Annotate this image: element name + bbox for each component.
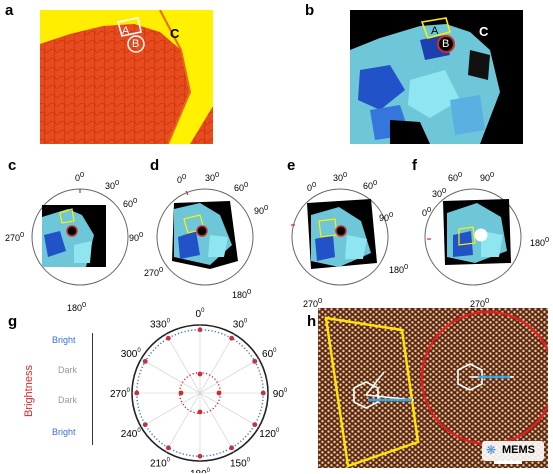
polar-angle-label-240: 2400 [121,428,142,440]
panel-d-label: d [150,157,160,174]
panel-d-image [156,188,254,286]
polar-series-1-point-180 [197,409,203,415]
polar-spoke-60 [199,358,260,394]
panel-e-tick-0: 00 [307,180,317,193]
panel-g-label: g [8,313,18,330]
panel-b-label: b [305,2,315,19]
polar-spoke-30 [199,333,235,394]
polar-angle-label-60: 600 [262,348,277,360]
panel-e-tick-270: 2700 [303,296,323,309]
panel-a-region-c-label: C [170,26,180,41]
polar-chart: 00 300 600 900 1200 1500 1800 2100 2400 2700 3000 3… [110,308,288,473]
panel-a-region-a-label: A [122,25,130,37]
polar-angle-label-210: 2100 [150,457,171,469]
panel-e-label: e [287,157,296,174]
panel-f-tick-90: 900 [480,170,495,183]
polar-angle-label-90: 900 [273,388,288,400]
polar-angle-label-120: 1200 [259,428,280,440]
polar-series-3-ring [178,371,222,415]
panel-c-tick-180: 1800 [67,300,87,313]
panel-d-tick-60: 600 [234,180,249,193]
panel-e-tick-90: 900 [379,210,394,223]
panel-a-region-b-label: B [132,38,140,50]
polar-series-1-point-0 [197,371,203,377]
panel-d-tick-30: 300 [205,170,220,183]
polar-spoke-150 [199,392,235,453]
scale-bar [494,461,522,464]
panel-c-tick-0: 00 [75,170,85,183]
panel-b-region-b-label: B [442,38,450,50]
panel-e-tick-30: 300 [333,170,348,183]
panel-d-tick-0: 00 [177,172,187,185]
panel-f-label: f [412,157,417,174]
panel-c-tick-60: 600 [123,196,138,209]
polar-series-0-point-150 [229,445,235,451]
watermark-text: MEMS [502,444,535,456]
brightness-scale-line [92,333,93,445]
panel-b-image [350,10,523,144]
polar-angle-label-330: 3300 [150,319,171,331]
panel-c-tick-270: 2700 [5,230,25,243]
panel-h-label: h [307,313,317,330]
panel-d-tick-90: 900 [254,203,269,216]
watermark-badge: ❋ MEMS [482,441,544,461]
polar-angle-label-180: 1800 [190,468,211,473]
panel-c-label: c [8,157,17,174]
brightness-level-3: Bright [52,427,76,437]
panel-f-tick-30: 300 [432,186,447,199]
panel-b-region-c-label: C [479,24,489,39]
panel-f-tick-60: 600 [448,170,463,183]
polar-angle-label-0: 00 [196,308,206,320]
brightness-level-1: Dark [58,365,78,375]
panel-b-region-a-label: A [431,25,439,37]
mems-logo-icon: ❋ [486,443,497,457]
polar-spoke-300 [140,358,201,394]
panel-a-label: a [5,2,14,19]
polar-spoke-240 [140,392,201,428]
polar-spoke-120 [199,392,260,428]
polar-series-2-ring [136,329,264,457]
brightness-axis-title: Brightness [23,365,35,417]
panel-f-tick-180: 1800 [530,235,550,248]
polar-series-0-point-0 [197,327,203,333]
brightness-level-2: Dark [58,395,78,405]
panel-e-tick-180: 1800 [389,262,409,275]
panel-e-image [291,188,389,286]
panel-f-tick-0: 00 [422,205,432,218]
panel-f-tick-270: 2700 [470,296,490,309]
panel-c-image [31,188,129,286]
polar-angle-label-30: 300 [233,319,248,331]
panel-d-tick-180: 1800 [232,287,252,300]
polar-spoke-330 [165,333,201,394]
panel-c-tick-30: 300 [105,178,120,191]
panel-a-image [40,10,213,144]
polar-angle-label-270: 2700 [110,388,131,400]
panel-c-tick-90: 900 [129,230,144,243]
panel-f-image [424,188,522,286]
brightness-scale: Bright Dark Dark Bright [50,333,100,445]
polar-series-0-point-60 [252,358,258,364]
polar-series-0-point-210 [165,445,171,451]
panel-d-tick-270: 2700 [144,265,164,278]
polar-angle-label-300: 3000 [121,348,142,360]
polar-spoke-210 [165,392,201,453]
polar-angle-label-150: 1500 [230,457,251,469]
panel-e-tick-60: 600 [363,178,378,191]
brightness-level-0: Bright [52,335,76,345]
